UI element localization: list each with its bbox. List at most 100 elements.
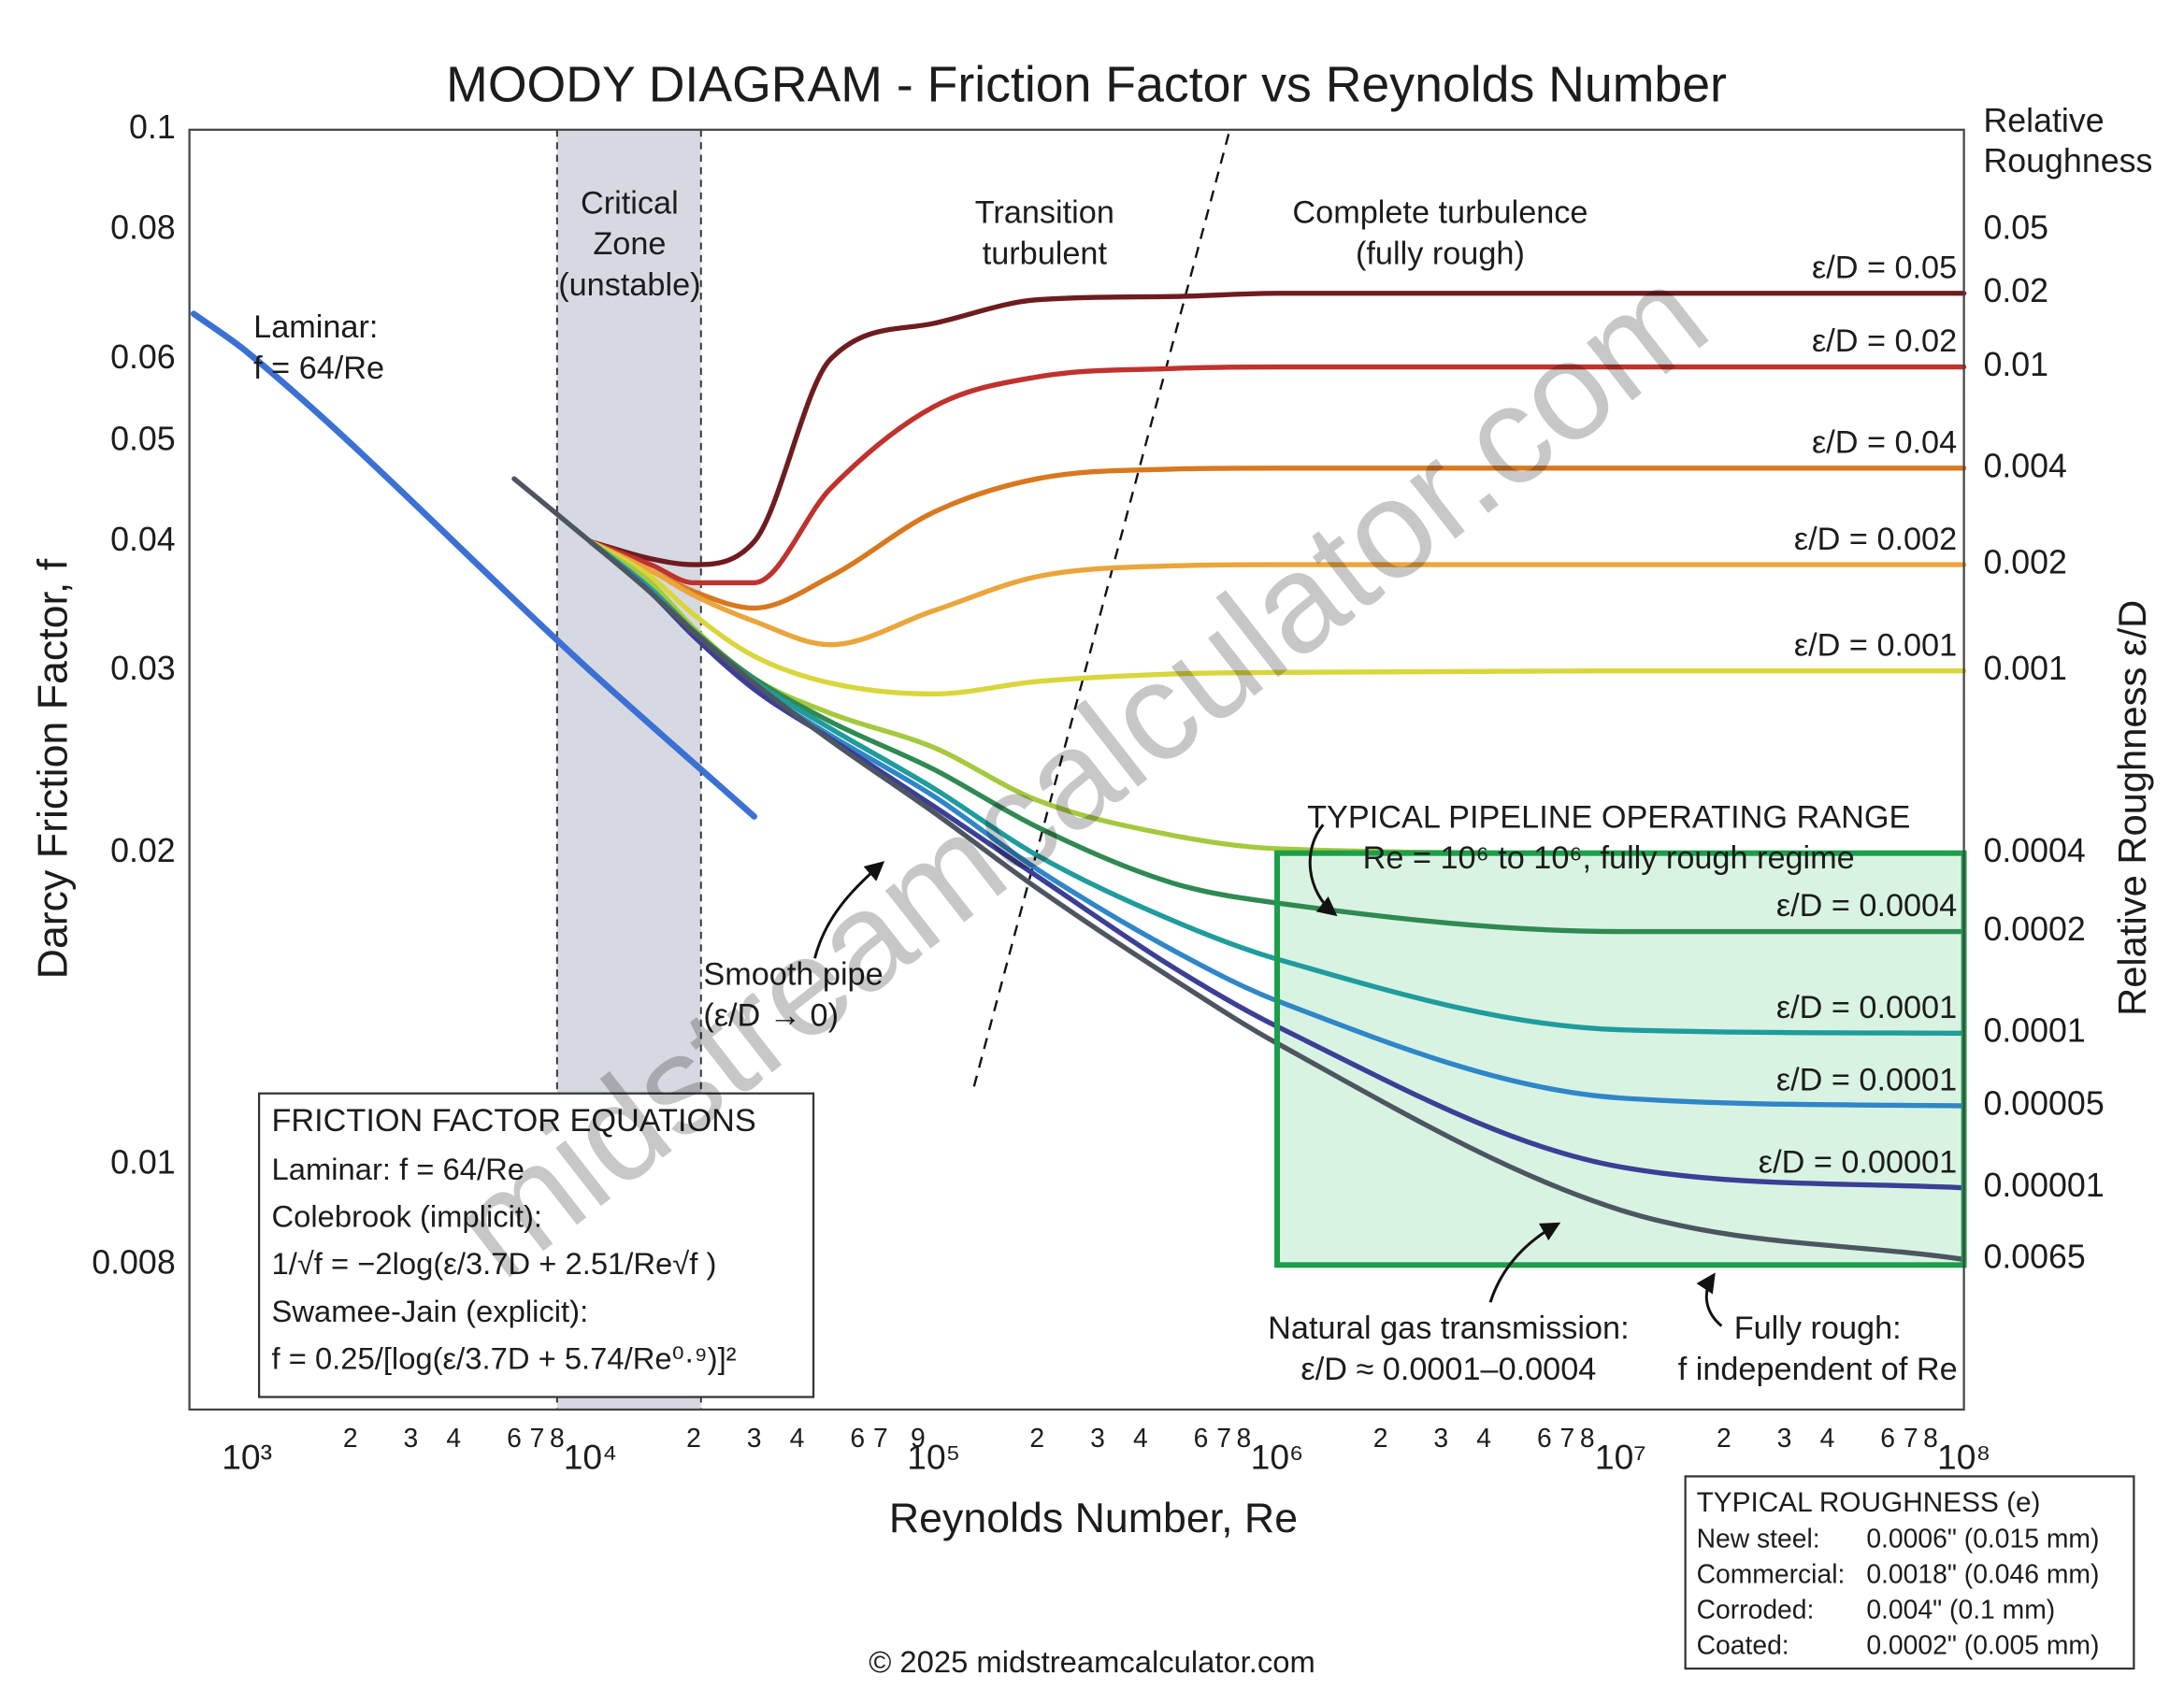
series-label: ε/D = 0.0001 bbox=[1776, 990, 1957, 1025]
annotation: (unstable) bbox=[558, 267, 700, 303]
arrow bbox=[813, 861, 885, 959]
roughness-label: 0.02 bbox=[1983, 272, 2048, 309]
annotation: Fully rough: bbox=[1734, 1311, 1902, 1346]
x-tick-label: 6 bbox=[1194, 1423, 1209, 1453]
equation: f = 0.25/[log(ε/3.7D + 5.74/Re⁰·⁹)]² bbox=[272, 1340, 737, 1375]
curve bbox=[587, 466, 1967, 611]
roughness-label: 0.0002 bbox=[1983, 910, 2085, 948]
series-label: ε/D = 0.0001 bbox=[1776, 1063, 1957, 1098]
equation: Colebrook (implicit): bbox=[272, 1198, 543, 1233]
y-tick-label: 0.06 bbox=[110, 338, 176, 376]
series-label: ε/D = 0.0004 bbox=[1776, 888, 1957, 924]
table-cell: Corroded: bbox=[1697, 1594, 1815, 1624]
x-tick-label: 7 bbox=[1216, 1423, 1231, 1453]
x-tick-label: 4 bbox=[446, 1423, 461, 1453]
series-label: ε/D = 0.04 bbox=[1812, 425, 1957, 461]
y-tick-label: 0.02 bbox=[110, 832, 176, 869]
annotation: turbulent bbox=[983, 236, 1108, 272]
curve bbox=[587, 538, 1967, 697]
x-tick-label: 7 bbox=[1560, 1423, 1575, 1453]
annotation: Critical bbox=[581, 185, 679, 221]
annotation: Re = 10⁶ to 10⁶, fully rough regime bbox=[1363, 840, 1855, 876]
x-tick-label: 9 bbox=[911, 1423, 926, 1453]
x-tick-label: 2 bbox=[1373, 1423, 1388, 1453]
x-tick-label: 8 bbox=[1237, 1423, 1252, 1453]
x-tick-label: 6 bbox=[850, 1423, 865, 1453]
annotation: (ε/D → 0) bbox=[703, 998, 839, 1034]
table-title: TYPICAL ROUGHNESS (e) bbox=[1697, 1487, 2041, 1518]
y-tick-label: 0.05 bbox=[110, 421, 176, 458]
table-cell: 0.0002" (0.005 mm) bbox=[1866, 1629, 2099, 1659]
x-tick-label: 2 bbox=[343, 1423, 358, 1453]
roughness-title: Roughness bbox=[1983, 142, 2152, 179]
arrow bbox=[1488, 1222, 1561, 1303]
annotation: Natural gas transmission: bbox=[1268, 1311, 1629, 1346]
annotation: Transition bbox=[975, 195, 1114, 231]
y-tick-label: 0.1 bbox=[129, 108, 176, 146]
x-tick-label: 8 bbox=[550, 1423, 565, 1453]
annotation: (fully rough) bbox=[1356, 236, 1525, 272]
x-tick-label: 3 bbox=[747, 1423, 762, 1453]
x-tick-label: 6 bbox=[507, 1423, 522, 1453]
roughness-label: 0.00001 bbox=[1983, 1167, 2104, 1204]
x-tick-label: 10⁵ bbox=[907, 1437, 960, 1476]
x-tick-label: 10³ bbox=[222, 1437, 272, 1476]
equation: 1/√f = −2log(ε/3.7D + 2.51/Re√f ) bbox=[272, 1246, 717, 1281]
curve bbox=[587, 291, 1967, 567]
x-tick-label: 8 bbox=[1580, 1423, 1595, 1453]
transition-line bbox=[972, 129, 1231, 1087]
curve bbox=[511, 476, 1967, 1262]
y-tick-label: 0.008 bbox=[92, 1244, 175, 1282]
y-tick-label: 0.04 bbox=[110, 521, 176, 558]
footer: © 2025 midstreamcalculator.com bbox=[869, 1644, 1315, 1679]
x-tick-label: 6 bbox=[1880, 1423, 1895, 1453]
curve bbox=[190, 310, 758, 820]
annotation: f independent of Re bbox=[1678, 1352, 1958, 1387]
zones bbox=[555, 129, 1964, 1410]
x-tick-label: 10⁴ bbox=[564, 1437, 617, 1476]
annotation: Laminar: bbox=[253, 309, 378, 345]
x-tick-label: 7 bbox=[873, 1423, 888, 1453]
x-tick-label: 3 bbox=[1433, 1423, 1448, 1453]
curves bbox=[190, 291, 1967, 1262]
x-tick-label: 4 bbox=[1820, 1423, 1835, 1453]
series-label: ε/D = 0.002 bbox=[1794, 522, 1957, 557]
chart-title: MOODY DIAGRAM - Friction Factor vs Reyno… bbox=[446, 56, 1727, 112]
x-tick-label: 3 bbox=[1090, 1423, 1105, 1453]
x-tick-label: 7 bbox=[1904, 1423, 1918, 1453]
x-tick-label: 10⁶ bbox=[1251, 1437, 1304, 1476]
roughness-label: 0.01 bbox=[1983, 346, 2048, 383]
series-label: ε/D = 0.02 bbox=[1812, 323, 1957, 359]
x-tick-label: 8 bbox=[1923, 1423, 1938, 1453]
series-label: ε/D = 0.05 bbox=[1812, 250, 1957, 285]
series-label: ε/D = 0.00001 bbox=[1759, 1144, 1957, 1180]
y-axis-label: Darcy Friction Factor, f bbox=[30, 558, 76, 979]
labels: ε/D = 0.05 ε/D = 0.02 ε/D = 0.04 ε/D = 0.00… bbox=[1274, 250, 1967, 1268]
plot-frame bbox=[188, 128, 1965, 1411]
roughness-label: 0.05 bbox=[1983, 209, 2048, 247]
annotation: ε/D ≈ 0.0001–0.0004 bbox=[1300, 1352, 1596, 1387]
arrow bbox=[1696, 1272, 1723, 1327]
operating-box bbox=[1277, 852, 1964, 1266]
table-cell: 0.0006" (0.015 mm) bbox=[1866, 1523, 2099, 1553]
x-axis-label: Reynolds Number, Re bbox=[889, 1496, 1298, 1541]
table-cell: Coated: bbox=[1697, 1629, 1789, 1659]
x-tick-label: 2 bbox=[686, 1423, 701, 1453]
y-tick-label: 0.08 bbox=[110, 209, 176, 247]
equation: Swamee-Jain (explicit): bbox=[272, 1294, 589, 1328]
annotation: f = 64/Re bbox=[253, 351, 384, 386]
roughness-box bbox=[1684, 1475, 2135, 1670]
x-tick-label: 3 bbox=[1777, 1423, 1792, 1453]
x-tick-label: 6 bbox=[1537, 1423, 1552, 1453]
roughness-label: 0.0065 bbox=[1983, 1239, 2085, 1276]
x-tick-label: 3 bbox=[404, 1423, 419, 1453]
curve bbox=[587, 538, 1967, 648]
x-tick-label: 10⁷ bbox=[1595, 1437, 1646, 1476]
x-tick-label: 7 bbox=[530, 1423, 545, 1453]
curve bbox=[587, 538, 1967, 1191]
x-tick-label: 4 bbox=[790, 1423, 805, 1453]
roughness-label: 0.001 bbox=[1983, 650, 2066, 687]
table-cell: 0.0018" (0.046 mm) bbox=[1866, 1558, 2099, 1588]
